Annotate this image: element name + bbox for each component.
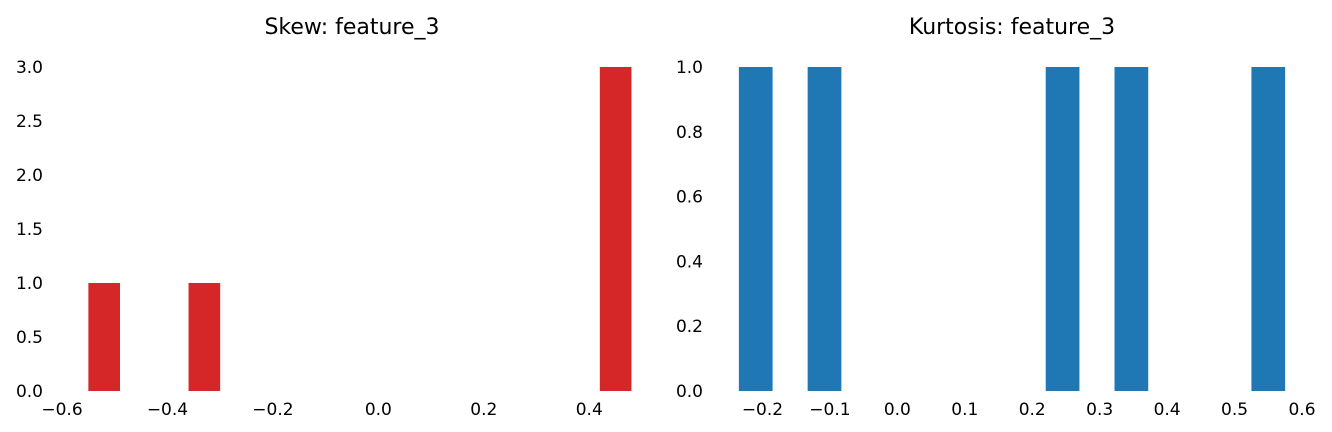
- x-tick-label: 0.4: [1154, 400, 1181, 420]
- y-tick-label: 0.6: [676, 188, 703, 208]
- bar-1: [807, 67, 842, 391]
- y-tick-label: 2.0: [16, 166, 43, 186]
- bar-0: [738, 67, 773, 391]
- y-tick-label: 3.0: [16, 58, 43, 78]
- y-tick-label: 0.4: [676, 252, 703, 272]
- y-tick-label: 0.5: [16, 328, 43, 348]
- x-tick-label: −0.1: [809, 400, 850, 420]
- x-tick-label: 0.6: [1288, 400, 1315, 420]
- y-tick-label: 1.0: [16, 274, 43, 294]
- x-tick-label: 0.3: [1086, 400, 1113, 420]
- bar-2: [1045, 67, 1080, 391]
- y-tick-label: 1.5: [16, 220, 43, 240]
- x-tick-label: −0.2: [742, 400, 783, 420]
- y-tick-labels: 0.0 0.2 0.4 0.6 0.8 1.0: [676, 58, 703, 402]
- y-tick-label: 1.0: [676, 58, 703, 78]
- skew-chart: Skew: feature_3 −0.6 −0.4 −0.2 0.0 0.2 0.4 0.…: [16, 15, 632, 420]
- x-tick-label: 0.5: [1221, 400, 1248, 420]
- y-tick-label: 0.0: [16, 382, 43, 402]
- bar-3: [1114, 67, 1149, 391]
- y-tick-label: 2.5: [16, 112, 43, 132]
- y-tick-label: 0.0: [676, 382, 703, 402]
- chart-title: Skew: feature_3: [264, 15, 439, 40]
- kurtosis-chart: Kurtosis: feature_3 −0.2 −0.1 0.0 0.1 0.2 0.3…: [676, 15, 1316, 420]
- x-tick-label: −0.2: [252, 400, 293, 420]
- bar-4: [1251, 67, 1286, 391]
- bar-1: [188, 283, 221, 391]
- x-tick-labels: −0.6 −0.4 −0.2 0.0 0.2 0.4: [41, 400, 602, 420]
- x-tick-label: 0.0: [365, 400, 392, 420]
- x-tick-label: −0.4: [147, 400, 188, 420]
- chart-title: Kurtosis: feature_3: [909, 15, 1115, 40]
- bar-2: [599, 67, 632, 391]
- bars: [738, 67, 1286, 391]
- x-tick-label: 0.4: [576, 400, 603, 420]
- x-tick-label: 0.2: [470, 400, 497, 420]
- y-tick-label: 0.8: [676, 123, 703, 143]
- x-tick-label: 0.0: [884, 400, 911, 420]
- bars: [88, 67, 632, 391]
- x-tick-label: 0.1: [951, 400, 978, 420]
- y-tick-labels: 0.0 0.5 1.0 1.5 2.0 2.5 3.0: [16, 58, 43, 402]
- x-tick-label: −0.6: [41, 400, 82, 420]
- x-tick-labels: −0.2 −0.1 0.0 0.1 0.2 0.3 0.4 0.5 0.6: [742, 400, 1316, 420]
- bar-0: [88, 283, 120, 391]
- x-tick-label: 0.2: [1019, 400, 1046, 420]
- y-tick-label: 0.2: [676, 317, 703, 337]
